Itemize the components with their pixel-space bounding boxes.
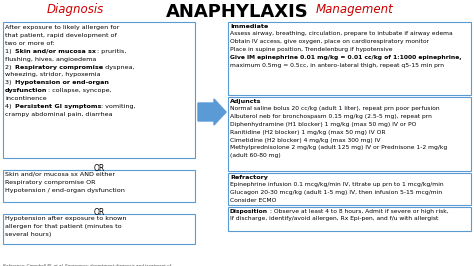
Text: maximum 0.5mg = 0.5cc, in antero-lateral thigh, repeat q5-15 min prn: maximum 0.5mg = 0.5cc, in antero-lateral…: [230, 63, 444, 68]
Text: 4): 4): [5, 104, 13, 109]
FancyBboxPatch shape: [228, 173, 471, 205]
Text: Hypotension after exposure to known: Hypotension after exposure to known: [5, 216, 127, 221]
Text: Assess airway, breathing, circulation, prepare to intubate if airway edema: Assess airway, breathing, circulation, p…: [230, 31, 453, 36]
Text: Respiratory compromise OR: Respiratory compromise OR: [5, 180, 95, 185]
Text: Immediate: Immediate: [230, 23, 268, 28]
Text: Place in supine position, Trendelenburg if hypotensive: Place in supine position, Trendelenburg …: [230, 47, 392, 52]
FancyBboxPatch shape: [3, 22, 195, 158]
Text: incontinence: incontinence: [5, 96, 47, 101]
Text: If discharge, identify/avoid allergen, Rx Epi-pen, and f/u with allergist: If discharge, identify/avoid allergen, R…: [230, 217, 438, 221]
Text: that patient, rapid development of: that patient, rapid development of: [5, 33, 117, 38]
Text: OR: OR: [93, 208, 105, 217]
Text: allergen for that patient (minutes to: allergen for that patient (minutes to: [5, 224, 122, 229]
Text: : dyspnea,: : dyspnea,: [101, 64, 134, 69]
Text: (adult 60-80 mg): (adult 60-80 mg): [230, 153, 281, 158]
Text: Hypotension / end-organ dysfunction: Hypotension / end-organ dysfunction: [5, 188, 125, 193]
Text: Methylprednisolone 2 mg/kg (adult 125 mg) IV or Prednisone 1-2 mg/kg: Methylprednisolone 2 mg/kg (adult 125 mg…: [230, 146, 447, 151]
Text: Ranitidine (H2 blocker) 1 mg/kg (max 50 mg) IV OR: Ranitidine (H2 blocker) 1 mg/kg (max 50 …: [230, 130, 386, 135]
Text: two or more of:: two or more of:: [5, 41, 55, 46]
Text: : collapse, syncope,: : collapse, syncope,: [48, 88, 111, 93]
FancyBboxPatch shape: [3, 214, 195, 244]
Text: Skin and/or mucosa sx: Skin and/or mucosa sx: [15, 49, 96, 54]
Text: Reference: Campbell RL et al. Emergency department diagnosis and treatment of
an: Reference: Campbell RL et al. Emergency …: [3, 264, 180, 266]
Text: dysfunction: dysfunction: [5, 88, 47, 93]
Text: Adjuncts: Adjuncts: [230, 98, 262, 103]
Text: crampy abdominal pain, diarrhea: crampy abdominal pain, diarrhea: [5, 112, 112, 117]
Text: Refractory: Refractory: [230, 174, 268, 180]
FancyBboxPatch shape: [228, 22, 471, 95]
Text: Skin and/or mucosa sx AND either: Skin and/or mucosa sx AND either: [5, 172, 115, 177]
Text: wheezing, stridor, hypoxemia: wheezing, stridor, hypoxemia: [5, 72, 100, 77]
Text: Disposition: Disposition: [230, 209, 268, 214]
Text: Give IM epinephrine 0.01 mg/kg = 0.01 cc/kg of 1:1000 epinephrine,: Give IM epinephrine 0.01 mg/kg = 0.01 cc…: [230, 55, 462, 60]
FancyBboxPatch shape: [228, 97, 471, 171]
FancyBboxPatch shape: [3, 170, 195, 202]
Text: 3): 3): [5, 80, 13, 85]
Text: 2): 2): [5, 64, 13, 69]
Text: Cimetidine (H2 blocker) 4 mg/kg (max 300 mg) IV: Cimetidine (H2 blocker) 4 mg/kg (max 300…: [230, 138, 381, 143]
Text: flushing, hives, angioedema: flushing, hives, angioedema: [5, 57, 96, 62]
Text: Persistent GI symptoms: Persistent GI symptoms: [15, 104, 101, 109]
Text: ANAPHYLAXIS: ANAPHYLAXIS: [165, 3, 309, 21]
Text: : vomiting,: : vomiting,: [101, 104, 136, 109]
Text: 1): 1): [5, 49, 14, 54]
Text: Epinephrine infusion 0.1 mcg/kg/min IV, titrate up prn to 1 mcg/kg/min: Epinephrine infusion 0.1 mcg/kg/min IV, …: [230, 182, 444, 187]
Text: Diphenhydramine (H1 blocker) 1 mg/kg (max 50 mg) IV or PO: Diphenhydramine (H1 blocker) 1 mg/kg (ma…: [230, 122, 416, 127]
Text: several hours): several hours): [5, 232, 51, 237]
Text: Diagnosis: Diagnosis: [46, 3, 104, 16]
Text: Glucagon 20-30 mcg/kg (adult 1-5 mg) IV, then infusion 5-15 mcg/min: Glucagon 20-30 mcg/kg (adult 1-5 mg) IV,…: [230, 190, 442, 195]
Text: OR: OR: [93, 164, 105, 173]
Text: Respiratory compromise: Respiratory compromise: [15, 64, 103, 69]
Text: Hypotension or end-organ: Hypotension or end-organ: [15, 80, 109, 85]
FancyArrow shape: [198, 99, 226, 125]
Text: Management: Management: [316, 3, 394, 16]
FancyBboxPatch shape: [228, 207, 471, 231]
Text: Consider ECMO: Consider ECMO: [230, 198, 276, 203]
Text: After exposure to likely allergen for: After exposure to likely allergen for: [5, 25, 119, 30]
Text: Obtain IV access, give oxygen, place on cardiorespiratory monitor: Obtain IV access, give oxygen, place on …: [230, 39, 429, 44]
Text: Albuterol neb for bronchospasm 0.15 mg/kg (2.5-5 mg), repeat prn: Albuterol neb for bronchospasm 0.15 mg/k…: [230, 114, 432, 119]
Text: : pruritis,: : pruritis,: [97, 49, 126, 54]
Text: Normal saline bolus 20 cc/kg (adult 1 liter), repeat prn poor perfusion: Normal saline bolus 20 cc/kg (adult 1 li…: [230, 106, 439, 111]
Text: : Observe at least 4 to 8 hours, Admit if severe or high risk,: : Observe at least 4 to 8 hours, Admit i…: [270, 209, 449, 214]
